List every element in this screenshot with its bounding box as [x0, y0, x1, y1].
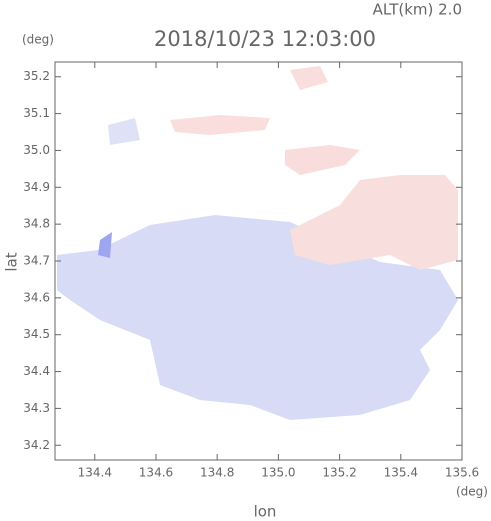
echo-field: [57, 66, 458, 420]
y-tick-label: 35.2: [23, 69, 50, 83]
subtitle: ALT(km) 2.0: [373, 1, 462, 19]
x-tick-label: 134.8: [200, 466, 234, 480]
x-tick-label: 134.6: [139, 466, 173, 480]
pink-region: [290, 175, 458, 270]
y-tick-label: 34.4: [23, 364, 50, 378]
pink-region: [170, 115, 270, 135]
pink-region: [285, 145, 360, 175]
y-tick-label: 34.9: [23, 180, 50, 194]
blue-region: [108, 118, 140, 145]
y-tick-label: 34.7: [23, 254, 50, 268]
x-axis-label: lon: [254, 503, 277, 521]
y-tick-label: 34.5: [23, 327, 50, 341]
pink-region: [290, 66, 328, 90]
y-tick-label: 34.6: [23, 290, 50, 304]
y-unit: (deg): [22, 33, 54, 47]
y-tick-label: 34.2: [23, 438, 50, 452]
x-unit: (deg): [456, 485, 488, 499]
x-tick-label: 135.2: [322, 466, 356, 480]
x-tick-label: 135.6: [445, 466, 479, 480]
x-tick-label: 135.0: [261, 466, 295, 480]
y-axis-label: lat: [3, 252, 21, 271]
y-tick-label: 34.8: [23, 217, 50, 231]
x-tick-label: 134.4: [78, 466, 112, 480]
y-tick-label: 35.1: [23, 106, 50, 120]
blue-region: [98, 232, 112, 258]
blue-region: [57, 215, 458, 420]
y-tick-label: 34.3: [23, 401, 50, 415]
chart-title: 2018/10/23 12:03:00: [154, 27, 376, 51]
x-tick-label: 135.4: [384, 466, 418, 480]
y-tick-label: 35.0: [23, 143, 50, 157]
